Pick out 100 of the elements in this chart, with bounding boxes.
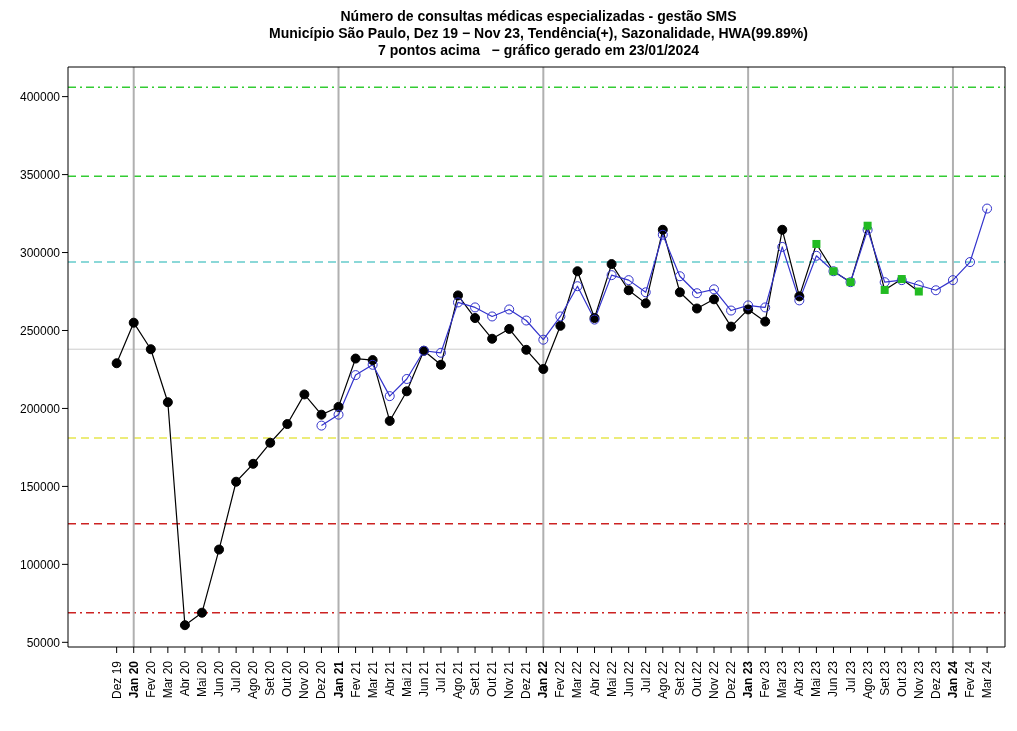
point <box>282 419 293 430</box>
point <box>452 297 463 308</box>
point <box>743 300 754 311</box>
point <box>623 275 634 286</box>
x-tick-label: Dez 21 <box>519 660 534 700</box>
point <box>760 302 771 313</box>
point <box>674 271 685 282</box>
point <box>726 321 737 332</box>
x-tick-label: Set 20 <box>263 660 278 696</box>
x-tick-label: Abr 20 <box>177 660 192 697</box>
x-tick-label: Mar 21 <box>365 660 380 699</box>
point <box>555 320 566 331</box>
x-tick-label: Out 23 <box>894 660 909 698</box>
point <box>111 358 122 369</box>
x-tick-label: Mai 23 <box>809 660 824 698</box>
point <box>709 284 719 295</box>
point <box>691 288 702 299</box>
x-tick-label: Jun 22 <box>621 660 636 698</box>
y-tick-label: 200000 <box>19 401 61 416</box>
x-tick-label: Mai 22 <box>604 660 619 698</box>
y-tick-label: 350000 <box>19 167 61 182</box>
point <box>470 313 481 324</box>
point <box>657 229 668 240</box>
x-tick-label: Jul 23 <box>843 660 858 694</box>
chart-subtitle: Município São Paulo, Dez 19 − Nov 23, Tendência(+), Sazonalidade, HWA(99.89%) 7 pontos acima − gráfico gerado em 23/01/2024 <box>268 25 809 59</box>
point <box>145 344 156 355</box>
x-tick-label: Jul 21 <box>433 660 448 694</box>
x-tick-label: Ago 22 <box>655 660 670 700</box>
x-tick-label: Set 21 <box>468 660 483 696</box>
point <box>674 287 685 298</box>
point <box>794 295 805 306</box>
point <box>521 344 532 355</box>
point <box>606 259 617 270</box>
point <box>572 281 583 292</box>
y-tick-label: 300000 <box>19 245 61 260</box>
point <box>811 250 822 261</box>
x-tick-label: Jul 20 <box>229 660 244 694</box>
point <box>214 544 225 555</box>
point <box>640 298 651 309</box>
x-tick-label: Abr 23 <box>792 660 807 697</box>
point <box>777 241 788 252</box>
x-tick-label: Abr 21 <box>382 660 397 697</box>
x-tick-label: Set 23 <box>877 660 892 696</box>
x-tick-label: Out 22 <box>689 660 704 698</box>
x-tick-label: Mai 21 <box>399 660 414 698</box>
x-tick-label: Fev 20 <box>143 660 158 698</box>
point <box>299 389 310 400</box>
point <box>128 317 139 328</box>
point <box>930 285 941 296</box>
x-tick-label: Jul 22 <box>638 660 653 694</box>
point <box>521 315 532 326</box>
point <box>572 266 583 277</box>
x-tick-label: Fev 22 <box>553 660 568 698</box>
x-tick-label: Fev 23 <box>758 660 773 698</box>
x-tick-label: Jun 21 <box>416 660 431 698</box>
x-tick-label: Dez 22 <box>724 660 739 700</box>
point <box>316 420 327 431</box>
point <box>709 294 719 305</box>
point <box>196 607 207 618</box>
point <box>265 437 276 448</box>
point <box>487 333 498 344</box>
y-tick-label: 400000 <box>19 89 61 104</box>
point <box>726 305 737 316</box>
x-tick-label: Ago 21 <box>450 660 465 700</box>
y-tick-label: 150000 <box>19 479 61 494</box>
y-tick-label: 100000 <box>19 557 61 572</box>
x-tick-label: Fev 21 <box>348 660 363 698</box>
point <box>777 224 788 235</box>
x-tick-label: Dez 23 <box>928 660 943 700</box>
point <box>179 620 190 631</box>
point <box>504 323 515 334</box>
x-tick-label: Jun 23 <box>826 660 841 698</box>
x-tick-label: Mar 23 <box>775 660 790 699</box>
x-tick-label: Fev 24 <box>963 660 978 698</box>
point <box>401 386 412 397</box>
point <box>316 409 327 420</box>
x-tick-label: Nov 22 <box>707 660 721 700</box>
x-tick-label: Mar 24 <box>980 660 995 699</box>
x-tick-label: Jan 23 <box>741 660 756 699</box>
x-tick-label: Dez 20 <box>314 660 329 700</box>
point <box>760 316 771 327</box>
point <box>350 370 361 381</box>
x-tick-label: Jan 20 <box>126 660 141 699</box>
point <box>538 334 549 345</box>
point <box>538 364 549 375</box>
x-tick-label: Dez 19 <box>109 660 124 700</box>
x-tick-label: Ago 20 <box>246 660 261 700</box>
point <box>435 359 446 370</box>
point <box>470 302 481 313</box>
chart-title: Número de consultas médicas especializadas - gestão SMS <box>339 8 738 25</box>
y-tick-label: 50000 <box>26 635 61 650</box>
x-tick-label: Ago 23 <box>860 660 875 700</box>
point <box>162 397 173 408</box>
point <box>606 270 617 281</box>
point <box>640 287 651 298</box>
x-tick-label: Nov 21 <box>502 660 517 700</box>
x-tick-label: Jun 20 <box>212 660 227 698</box>
x-tick-label: Set 22 <box>672 660 687 696</box>
point <box>435 347 446 358</box>
point <box>487 311 498 322</box>
